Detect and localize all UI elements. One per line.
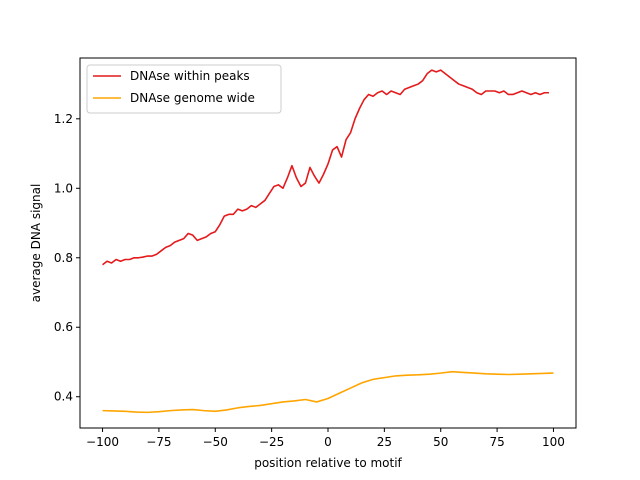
x-axis: −100 −75 −50 −25 0 25 50 75 100 bbox=[86, 428, 565, 449]
x-tick-label: −100 bbox=[86, 435, 119, 449]
x-tick-label: −50 bbox=[203, 435, 228, 449]
legend-label-peaks: DNAse within peaks bbox=[130, 69, 250, 83]
x-tick-label: −75 bbox=[146, 435, 171, 449]
legend-frame bbox=[86, 64, 282, 114]
x-tick-label: −25 bbox=[259, 435, 284, 449]
y-tick-label: 1.2 bbox=[54, 112, 73, 126]
y-tick-label: 1.0 bbox=[54, 181, 73, 195]
x-tick-label: 75 bbox=[489, 435, 504, 449]
series-line-0 bbox=[102, 69, 549, 266]
y-tick-label: 0.6 bbox=[54, 320, 73, 334]
plot-area bbox=[80, 58, 576, 428]
series-line-1 bbox=[102, 370, 554, 414]
y-axis-label: average DNA signal bbox=[29, 184, 43, 303]
x-tick-label: 50 bbox=[433, 435, 448, 449]
y-tick-label: 0.4 bbox=[54, 390, 73, 404]
x-tick-label: 100 bbox=[542, 435, 565, 449]
x-tick-label: 25 bbox=[377, 435, 392, 449]
legend-label-genome: DNAse genome wide bbox=[130, 91, 255, 105]
x-axis-label: position relative to motif bbox=[254, 456, 402, 470]
legend: DNAse within peaks DNAse genome wide bbox=[86, 64, 282, 114]
y-axis: 0.4 0.6 0.8 1.0 1.2 bbox=[54, 112, 80, 404]
y-tick-label: 0.8 bbox=[54, 251, 73, 265]
series-layer bbox=[102, 69, 554, 414]
x-tick-label: 0 bbox=[324, 435, 332, 449]
